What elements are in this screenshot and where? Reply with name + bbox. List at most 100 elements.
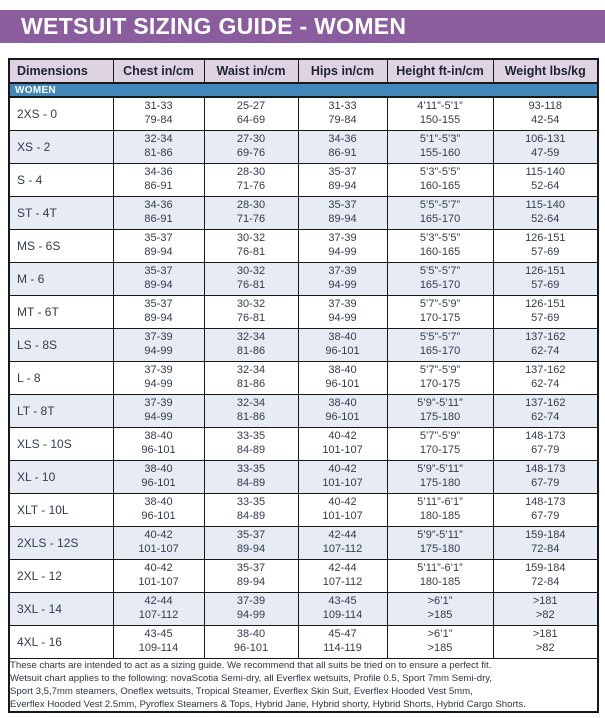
height-value-line: >6’1” xyxy=(427,595,453,607)
height-value-line: 165-170 xyxy=(419,344,461,357)
chest-value-line: 38-40 xyxy=(144,496,173,508)
hips-cell: 37-39 94-99 xyxy=(297,261,388,296)
weight-cell: 115-140 52-64 xyxy=(492,195,599,230)
weight-value-line: 62-74 xyxy=(531,344,560,357)
hips-value-line: 37-39 xyxy=(328,265,357,277)
height-cell: 5’7”-5’9” 170-175 xyxy=(386,360,494,395)
chest-value-line: 86-91 xyxy=(144,212,173,225)
hips-value-line: 89-94 xyxy=(328,212,357,225)
weight-value-line: 62-74 xyxy=(531,377,560,390)
hips-value-line: 37-39 xyxy=(328,298,357,310)
weight-value-line: 67-79 xyxy=(531,509,560,522)
table-row: LS - 8S 37-39 94-99 32-34 81-86 38-40 96-101 5’… xyxy=(8,327,599,362)
waist-value-line: 81-86 xyxy=(236,377,266,390)
weight-value-line: 137-162 xyxy=(525,397,566,409)
waist-value-line: 33-35 xyxy=(236,463,266,475)
weight-cell: 93-118 42-54 xyxy=(492,96,599,131)
weight-value-line: 126-151 xyxy=(525,232,566,244)
chest-cell: 38-40 96-101 xyxy=(112,426,205,461)
table-row: 2XLS - 12S 40-42 101-107 35-37 89-94 42-44 107… xyxy=(8,525,599,560)
weight-value-line: 137-162 xyxy=(525,364,566,376)
size-label: LT - 8T xyxy=(8,393,114,428)
chest-value-line: 37-39 xyxy=(144,397,173,409)
chest-cell: 37-39 94-99 xyxy=(112,360,205,395)
chest-value-line: 96-101 xyxy=(141,509,176,522)
height-value-line: 175-180 xyxy=(419,410,461,423)
weight-cell: 137-162 62-74 xyxy=(492,360,599,395)
chest-value-line: 32-34 xyxy=(144,133,173,145)
chest-cell: 32-34 81-86 xyxy=(112,129,205,164)
chest-value-line: 79-84 xyxy=(144,113,173,126)
chest-value-line: 89-94 xyxy=(144,311,173,324)
waist-value-line: 81-86 xyxy=(236,344,266,357)
weight-value-line: 148-173 xyxy=(525,463,566,475)
waist-cell: 33-35 84-89 xyxy=(203,426,299,461)
size-label: 2XS - 0 xyxy=(8,96,114,131)
weight-value-line: 42-54 xyxy=(531,113,560,126)
waist-value-line: 25-27 xyxy=(236,100,266,113)
height-value-line: 160-165 xyxy=(419,245,461,258)
waist-value-line: 89-94 xyxy=(236,575,266,588)
waist-cell: 32-34 81-86 xyxy=(203,327,299,362)
chest-value-line: 31-33 xyxy=(144,100,173,113)
weight-value-line: 62-74 xyxy=(531,410,560,423)
size-label: L - 8 xyxy=(8,360,114,395)
waist-value-line: 32-34 xyxy=(236,397,266,409)
chest-cell: 37-39 94-99 xyxy=(112,327,205,362)
table-row: XLS - 10S 38-40 96-101 33-35 84-89 40-42 101-1… xyxy=(8,426,599,461)
size-label: LS - 8S xyxy=(8,327,114,362)
hips-value-line: 42-44 xyxy=(328,529,357,541)
chest-cell: 35-37 89-94 xyxy=(112,228,205,263)
height-value-line: >6’1” xyxy=(427,628,453,640)
height-value-line: 5’7”-5’9” xyxy=(419,298,461,310)
height-cell: >6’1” >185 xyxy=(386,624,494,659)
weight-value-line: 159-184 xyxy=(525,562,566,574)
weight-cell: 106-131 47-59 xyxy=(492,129,599,164)
table-row: XLT - 10L 38-40 96-101 33-35 84-89 40-42 101-1… xyxy=(8,492,599,527)
hips-value-line: 35-37 xyxy=(328,166,357,178)
size-label: XLT - 10L xyxy=(8,492,114,527)
hips-value-line: 40-42 xyxy=(328,496,357,508)
weight-cell: 159-184 72-84 xyxy=(492,558,599,593)
waist-cell: 35-37 89-94 xyxy=(203,525,299,560)
weight-cell: >181 >82 xyxy=(492,624,599,659)
hips-value-line: 45-47 xyxy=(328,628,357,640)
weight-value-line: 52-64 xyxy=(531,212,560,225)
height-value-line: 170-175 xyxy=(419,443,461,456)
table-row: L - 8 37-39 94-99 32-34 81-86 38-40 96-101 5’7”… xyxy=(8,360,599,395)
height-value-line: 150-155 xyxy=(419,113,461,126)
waist-value-line: 28-30 xyxy=(236,166,266,178)
height-cell: 5’7”-5’9” 170-175 xyxy=(386,294,494,329)
chest-value-line: 42-44 xyxy=(144,595,173,607)
column-header-chest: Chest in/cm xyxy=(112,58,205,84)
hips-value-line: 31-33 xyxy=(328,100,357,113)
hips-cell: 40-42 101-107 xyxy=(297,492,388,527)
weight-value-line: >181 xyxy=(532,628,558,640)
height-value-line: 5’3”-5’5” xyxy=(419,232,461,244)
waist-value-line: 33-35 xyxy=(236,496,266,508)
hips-cell: 45-47 114-119 xyxy=(297,624,388,659)
height-value-line: 5’5”-5’7” xyxy=(419,265,461,277)
height-value-line: 165-170 xyxy=(419,278,461,291)
weight-cell: 148-173 67-79 xyxy=(492,492,599,527)
hips-value-line: 94-99 xyxy=(328,245,357,258)
weight-cell: 137-162 62-74 xyxy=(492,327,599,362)
weight-value-line: 137-162 xyxy=(525,331,566,343)
hips-value-line: 38-40 xyxy=(328,397,357,409)
hips-cell: 35-37 89-94 xyxy=(297,162,388,197)
hips-value-line: 79-84 xyxy=(328,113,357,126)
height-value-line: 170-175 xyxy=(419,377,461,390)
weight-value-line: 159-184 xyxy=(525,529,566,541)
height-cell: 5’9”-5’11” 175-180 xyxy=(386,459,494,494)
waist-cell: 30-32 76-81 xyxy=(203,228,299,263)
waist-value-line: 37-39 xyxy=(236,595,266,607)
waist-cell: 32-34 81-86 xyxy=(203,360,299,395)
height-value-line: 180-185 xyxy=(419,509,461,522)
weight-cell: >181 >82 xyxy=(492,591,599,626)
hips-cell: 38-40 96-101 xyxy=(297,360,388,395)
waist-value-line: 84-89 xyxy=(236,476,266,489)
weight-cell: 115-140 52-64 xyxy=(492,162,599,197)
height-cell: 5’5”-5’7” 165-170 xyxy=(386,195,494,230)
chest-value-line: 37-39 xyxy=(144,331,173,343)
hips-cell: 40-42 101-107 xyxy=(297,459,388,494)
